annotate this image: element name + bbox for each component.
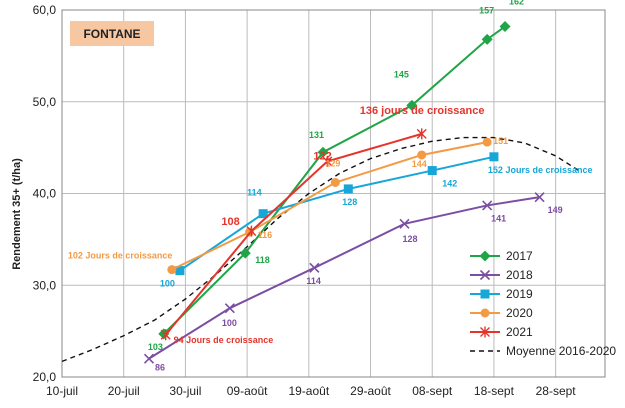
x-tick-label: 30-juil (169, 384, 201, 398)
square-marker (427, 166, 437, 176)
y-tick-label: 30,0 (33, 278, 57, 292)
circle-marker (480, 308, 490, 318)
x-axis-ticks: 10-juil 20-juil 30-juil 09-août 19-août 29-ao… (46, 384, 576, 398)
plot-frame (61, 9, 606, 378)
data-label: 116 (258, 230, 273, 240)
x-tick-label: 08-sept (412, 384, 453, 398)
y-axis-label: Rendement 35+ (t/ha) (11, 158, 23, 270)
data-label: 142 (442, 179, 457, 189)
data-label: 100 (160, 279, 175, 289)
x-tick-label: 20-juil (108, 384, 140, 398)
title-box: FONTANE (70, 21, 154, 46)
data-label: 151 (493, 136, 508, 146)
data-label: 129 (325, 158, 340, 168)
legend-label: 2018 (506, 268, 533, 282)
legend-label: Moyenne 2016-2020 (506, 344, 616, 358)
asterisk-marker (416, 128, 427, 140)
series-line (61, 136, 581, 363)
circle-marker (167, 265, 177, 275)
data-label: 128 (342, 197, 357, 207)
y-axis-ticks: 20,0 30,0 40,0 50,0 60,0 (33, 3, 57, 384)
series-2018 (143, 192, 545, 364)
x-marker (309, 262, 320, 273)
legend-item: Moyenne 2016-2020 (470, 344, 616, 358)
data-label: 94 Jours de croissance (174, 335, 274, 345)
y-tick-label: 60,0 (33, 3, 57, 17)
x-marker (534, 192, 545, 203)
asterisk-marker (322, 155, 333, 167)
diamond-marker (317, 146, 329, 158)
legend-item: 2017 (470, 249, 533, 263)
data-label: 131 (309, 130, 324, 140)
data-label: 103 (148, 342, 163, 352)
data-label: 100 (222, 318, 237, 328)
data-label: 149 (548, 205, 563, 215)
square-marker (175, 266, 185, 276)
square-marker (489, 152, 499, 162)
x-tick-label: 19-août (288, 384, 329, 398)
asterisk-marker (246, 225, 257, 237)
series-line (164, 132, 423, 336)
x-tick-label: 09-août (227, 384, 268, 398)
circle-marker (482, 137, 492, 147)
diamond-marker (499, 21, 511, 33)
x-tick-label: 28-sept (536, 384, 577, 398)
legend-item: 2019 (470, 287, 533, 301)
series-moyenne (61, 136, 581, 363)
series-line (148, 196, 540, 360)
data-label: 141 (491, 213, 506, 223)
data-label: 102 Jours de croissance (68, 251, 173, 261)
x-tick-label: 18-sept (474, 384, 515, 398)
legend-label: 2020 (506, 306, 533, 320)
data-labels: 103 118 131 145 157 162 86 100 114 128 141 149 100 11… (68, 0, 593, 373)
data-label: 128 (402, 234, 417, 244)
legend-item: 2021 (470, 325, 533, 339)
diamond-marker (406, 99, 418, 111)
data-label: 144 (412, 159, 427, 169)
x-marker (224, 303, 235, 314)
data-label: 108 (221, 216, 239, 228)
square-marker (258, 209, 268, 219)
square-marker (480, 289, 490, 299)
y-tick-label: 20,0 (33, 370, 57, 384)
series-2021 (160, 128, 427, 341)
y-tick-label: 50,0 (33, 95, 57, 109)
x-marker (482, 200, 493, 211)
data-label: 145 (394, 69, 409, 79)
data-label: 86 (155, 363, 165, 373)
x-tick-label: 10-juil (46, 384, 78, 398)
data-label: 162 (509, 0, 524, 7)
y-tick-label: 40,0 (33, 187, 57, 201)
data-label: 136 jours de croissance (360, 105, 485, 117)
diamond-marker (479, 250, 491, 262)
legend-item: 2020 (470, 306, 533, 320)
data-label: 152 Jours de croissance (488, 165, 593, 175)
asterisk-marker (160, 329, 171, 341)
square-marker (343, 184, 353, 194)
x-marker (399, 218, 410, 229)
data-label: 118 (255, 255, 270, 265)
legend: 2017 2018 2019 2020 2021 Moyenne 2016-2020 (470, 249, 616, 358)
series-layer (61, 21, 581, 364)
x-tick-label: 29-août (350, 384, 391, 398)
data-label: 122 (313, 150, 331, 162)
diamond-marker (481, 33, 493, 45)
legend-label: 2019 (506, 287, 533, 301)
data-label: 114 (306, 276, 321, 286)
legend-label: 2021 (506, 325, 533, 339)
data-label: 157 (479, 5, 494, 15)
circle-marker (330, 177, 340, 187)
legend-item: 2018 (470, 268, 533, 282)
circle-marker (417, 150, 427, 160)
chart-title: FONTANE (83, 27, 140, 41)
diamond-marker (239, 247, 251, 259)
x-marker (143, 353, 155, 364)
series-2019 (175, 152, 499, 276)
legend-label: 2017 (506, 249, 533, 263)
x-marker (479, 269, 491, 281)
data-label: 114 (247, 188, 262, 198)
asterisk-marker (480, 326, 490, 338)
